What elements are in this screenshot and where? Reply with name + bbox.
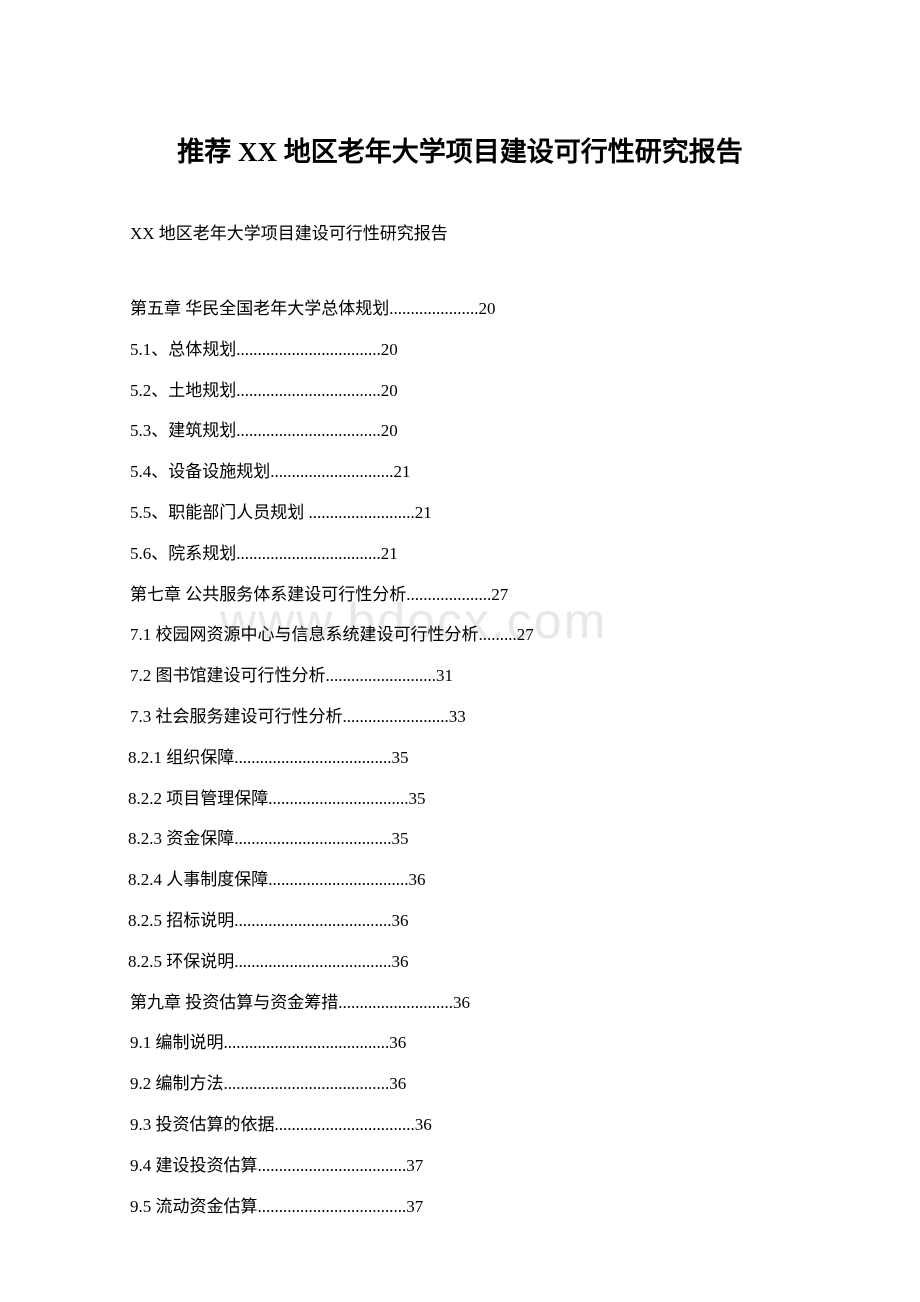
toc-entry: 第七章 公共服务体系建设可行性分析....................27	[110, 575, 810, 616]
toc-entry: 8.2.5 招标说明..............................…	[110, 901, 810, 942]
toc-entry: 第五章 华民全国老年大学总体规划.....................20	[110, 289, 810, 330]
document-content: 推荐 XX 地区老年大学项目建设可行性研究报告 XX 地区老年大学项目建设可行性…	[110, 130, 810, 1227]
toc-entry: 5.2、土地规划................................…	[110, 371, 810, 412]
toc-entry: 第九章 投资估算与资金筹措...........................…	[110, 983, 810, 1024]
toc-entry: 5.3、建筑规划................................…	[110, 411, 810, 452]
toc-entry: 8.2.4 人事制度保障............................…	[110, 860, 810, 901]
toc-entry: 9.5 流动资金估算..............................…	[110, 1187, 810, 1228]
toc-entry: 7.1 校园网资源中心与信息系统建设可行性分析.........27	[110, 615, 810, 656]
toc-entry: 5.6、院系规划................................…	[110, 534, 810, 575]
document-subtitle: XX 地区老年大学项目建设可行性研究报告	[110, 219, 810, 244]
toc-entry: 8.2.1 组织保障..............................…	[110, 738, 810, 779]
toc-entry: 9.2 编制方法................................…	[110, 1064, 810, 1105]
toc-entry: 9.3 投资估算的依据.............................…	[110, 1105, 810, 1146]
toc-entry: 5.5、职能部门人员规划 .........................21	[110, 493, 810, 534]
toc-entry: 5.4、设备设施规划.............................2…	[110, 452, 810, 493]
toc-entry: 9.4 建设投资估算..............................…	[110, 1146, 810, 1187]
toc-entry: 7.3 社会服务建设可行性分析.........................…	[110, 697, 810, 738]
toc-entry: 8.2.3 资金保障..............................…	[110, 819, 810, 860]
toc-entry: 7.2 图书馆建设可行性分析..........................…	[110, 656, 810, 697]
toc-entry: 8.2.5 环保说明..............................…	[110, 942, 810, 983]
toc-entry: 5.1、总体规划................................…	[110, 330, 810, 371]
table-of-contents: 第五章 华民全国老年大学总体规划.....................205…	[110, 289, 810, 1227]
document-title: 推荐 XX 地区老年大学项目建设可行性研究报告	[110, 130, 810, 169]
toc-entry: 8.2.2 项目管理保障............................…	[110, 779, 810, 820]
toc-entry: 9.1 编制说明................................…	[110, 1023, 810, 1064]
